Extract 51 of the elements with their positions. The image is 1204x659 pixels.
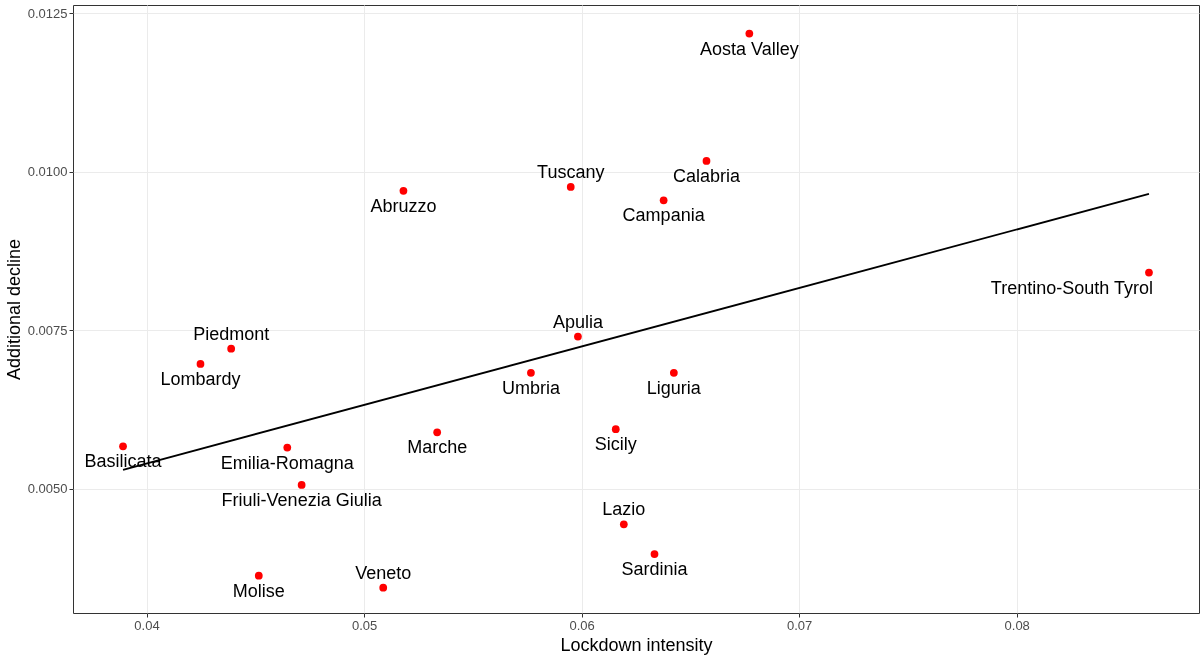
point [566, 183, 575, 191]
point [745, 29, 754, 38]
point [659, 196, 668, 205]
data-label: Lazio [602, 499, 646, 520]
x-tick-label: 0.05 [351, 617, 378, 633]
data-label: Emilia-Romagna [220, 452, 355, 473]
data-label: Apulia [552, 311, 604, 332]
point [399, 186, 408, 195]
data-label: Aosta Valley [699, 38, 799, 59]
data-label: Veneto [355, 562, 412, 583]
point [574, 332, 582, 341]
point [611, 425, 620, 434]
data-label: Piedmont [193, 323, 270, 344]
data-label: Trentino-South Tyrol [990, 277, 1153, 298]
x-tick-label: 0.07 [787, 617, 813, 633]
y-tick-label: 0.0100 [27, 164, 68, 180]
x-axis-title: Lockdown intensity [560, 634, 713, 655]
point [254, 571, 263, 580]
x-tick-label: 0.04 [134, 617, 160, 633]
point [650, 550, 659, 558]
y-tick-label: 0.0125 [27, 5, 68, 21]
data-label: Tuscany [537, 161, 605, 182]
data-label: Molise [232, 580, 285, 601]
data-label: Abruzzo [370, 195, 437, 216]
y-tick-label: 0.0075 [27, 322, 68, 338]
data-label: Calabria [672, 165, 741, 186]
data-label: Sardinia [621, 559, 689, 580]
point [433, 428, 442, 437]
point [119, 442, 127, 451]
point [669, 368, 678, 377]
data-label: Liguria [646, 377, 702, 398]
point [527, 368, 535, 377]
point [1145, 268, 1153, 277]
x-tick-label: 0.06 [569, 617, 595, 633]
data-label: Sicily [594, 434, 637, 455]
point [702, 157, 711, 165]
data-label: Basilicata [84, 451, 163, 472]
data-label: Umbria [501, 377, 561, 398]
data-label: Lombardy [160, 368, 241, 389]
data-label: Campania [622, 205, 706, 226]
point [227, 344, 236, 353]
point [619, 520, 628, 529]
x-tick-label: 0.08 [1004, 617, 1030, 633]
data-label: Marche [407, 437, 468, 458]
point [283, 443, 292, 452]
y-tick-label: 0.0050 [27, 481, 68, 497]
y-axis-title: Additional decline [3, 238, 24, 381]
data-label: Friuli-Venezia Giulia [221, 489, 383, 510]
point [196, 360, 205, 368]
point [297, 481, 306, 489]
point [379, 583, 388, 592]
